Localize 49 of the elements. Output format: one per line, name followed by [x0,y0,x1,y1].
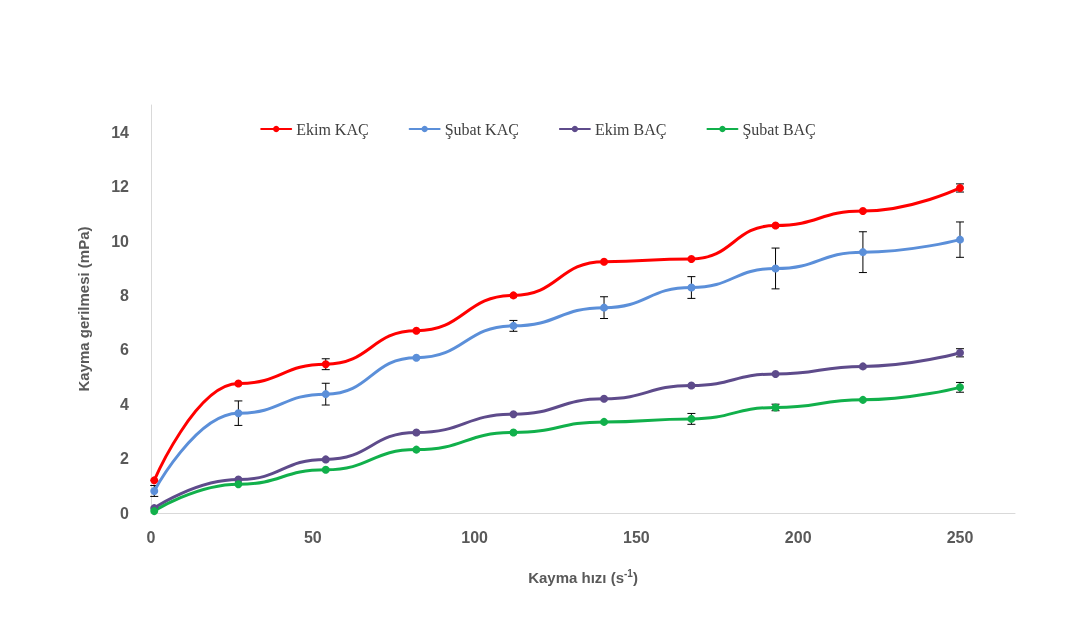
point [150,476,159,485]
y-tick-label: 0 [120,504,130,522]
point [321,390,330,399]
x-tick-label: 200 [784,528,812,546]
legend-label: Ekim BAÇ [594,120,667,139]
y-axis-title: Kayma gerilmesi (mPa) [75,226,92,392]
legend-label: Şubat BAÇ [742,120,816,139]
point [858,362,867,371]
x-tick-label: 0 [146,528,156,546]
point [600,417,609,426]
point [150,486,159,495]
point [858,248,867,257]
point [234,480,243,489]
point [687,283,696,292]
point [234,409,243,418]
point [858,207,867,216]
y-tick-label: 2 [120,450,130,468]
point [412,445,421,454]
point [687,254,696,263]
y-tick-label: 12 [111,178,130,196]
point [956,235,964,244]
x-tick-label: 250 [946,528,974,546]
point [234,379,243,388]
point [509,291,518,300]
point [321,465,330,474]
point [321,455,330,464]
point [687,381,696,390]
y-tick-label: 4 [120,395,130,413]
legend-label: Şubat KAÇ [444,120,519,139]
point [771,221,780,230]
point [509,428,518,437]
legend-label: Ekim KAÇ [296,120,369,139]
point [858,395,867,404]
point [600,257,609,266]
y-tick-label: 10 [111,232,130,250]
x-tick-label: 150 [623,528,650,546]
point [412,353,421,362]
y-tick-label: 14 [111,123,130,141]
point [600,394,609,403]
x-tick-label: 100 [461,528,489,546]
point [509,410,518,419]
y-tick-label: 6 [120,341,130,359]
x-tick-label: 50 [303,528,322,546]
point [412,428,421,437]
point [600,303,609,312]
point [412,326,421,335]
y-tick-label: 8 [120,286,130,304]
point [771,370,780,379]
point [771,264,780,273]
